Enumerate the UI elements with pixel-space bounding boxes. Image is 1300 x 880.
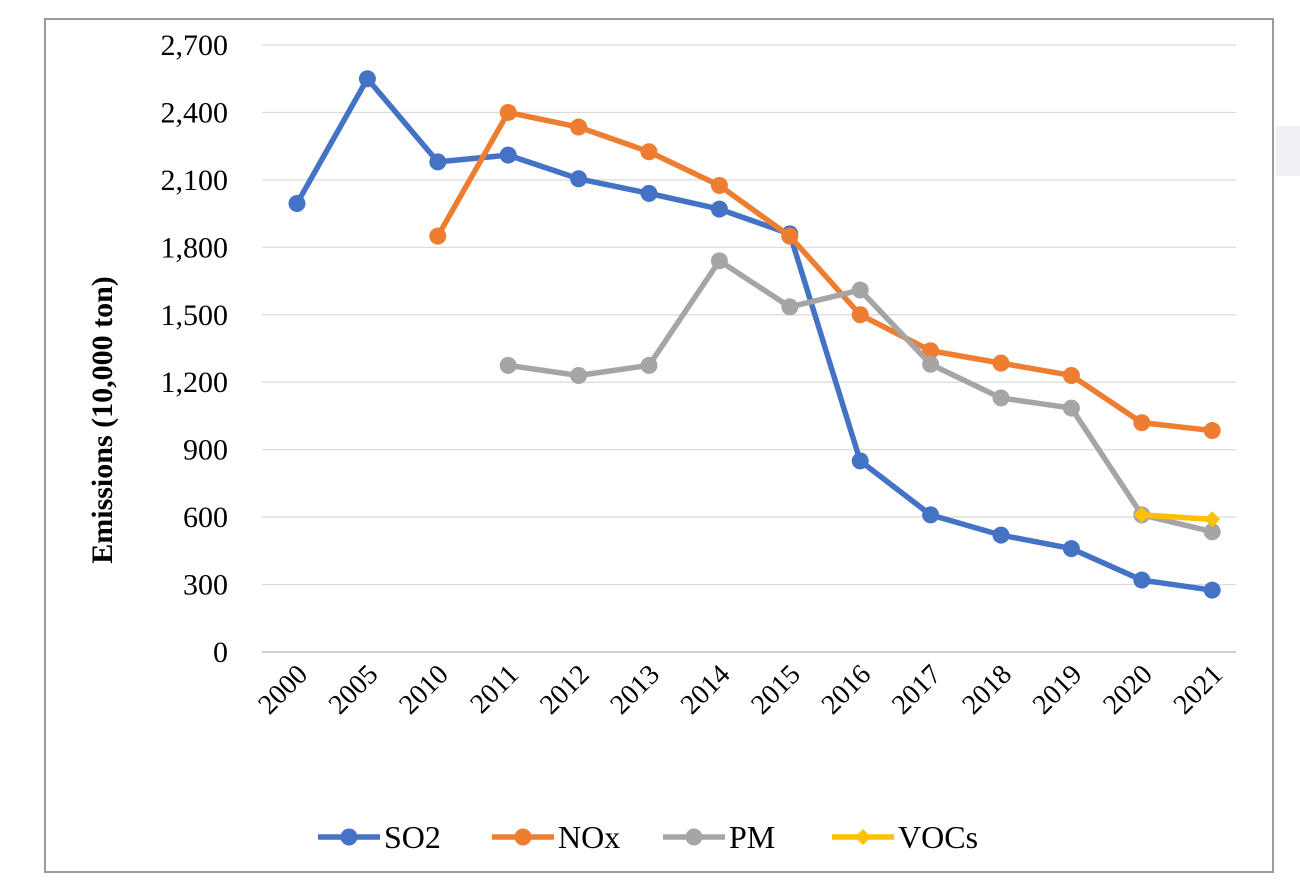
data-point bbox=[992, 389, 1010, 407]
y-axis-ticks: 0 300 600 900 1,200 1,500 1,800 2,100 2,400 2,700 bbox=[161, 29, 229, 669]
y-tick-label: 1,800 bbox=[161, 231, 229, 264]
y-tick-label: 2,100 bbox=[161, 164, 229, 197]
data-point bbox=[1133, 571, 1151, 589]
legend-marker bbox=[514, 828, 532, 846]
y-tick-label: 600 bbox=[183, 501, 228, 534]
data-point bbox=[1133, 506, 1150, 523]
data-point bbox=[781, 227, 799, 245]
legend-label: SO2 bbox=[384, 819, 441, 855]
data-point bbox=[358, 70, 376, 88]
data-point bbox=[922, 506, 940, 524]
chart-frame bbox=[44, 18, 1274, 873]
y-tick-label: 0 bbox=[213, 636, 228, 669]
x-tick-label: 2018 bbox=[956, 659, 1018, 721]
y-tick-label: 1,200 bbox=[161, 366, 229, 399]
data-point bbox=[710, 200, 728, 218]
legend-marker bbox=[855, 829, 871, 845]
data-point bbox=[429, 227, 447, 245]
data-point bbox=[570, 170, 588, 188]
data-point bbox=[992, 526, 1010, 544]
data-point bbox=[851, 281, 869, 299]
x-tick-label: 2011 bbox=[464, 659, 525, 720]
x-axis-ticks: 2000 2005 2010 2011 2012 2013 2014 2015 2016 2017… bbox=[252, 659, 1229, 721]
x-tick-label: 2020 bbox=[1097, 659, 1159, 721]
data-point bbox=[710, 252, 728, 270]
series-line bbox=[1139, 512, 1215, 523]
series-pm bbox=[499, 252, 1221, 541]
data-point bbox=[1062, 366, 1080, 384]
data-point bbox=[570, 118, 588, 136]
data-point bbox=[1133, 414, 1151, 432]
x-tick-label: 2014 bbox=[675, 659, 737, 721]
data-point bbox=[640, 356, 658, 374]
data-point bbox=[640, 143, 658, 161]
y-tick-label: 2,700 bbox=[161, 29, 229, 62]
y-tick-label: 300 bbox=[183, 569, 228, 602]
series-so2 bbox=[288, 70, 1221, 599]
data-point bbox=[922, 342, 940, 360]
x-tick-label: 2005 bbox=[323, 659, 385, 721]
data-point bbox=[851, 452, 869, 470]
data-point bbox=[1204, 511, 1221, 528]
x-tick-label: 2019 bbox=[1027, 659, 1089, 721]
data-point bbox=[499, 356, 517, 374]
data-point bbox=[570, 366, 588, 384]
data-point bbox=[288, 194, 306, 212]
legend-marker bbox=[685, 828, 703, 846]
data-point bbox=[1062, 399, 1080, 417]
legend-label: NOx bbox=[558, 819, 620, 855]
x-tick-label: 2012 bbox=[534, 659, 596, 721]
series-line bbox=[435, 109, 1215, 434]
series-vocs bbox=[1133, 506, 1221, 528]
data-point bbox=[710, 177, 728, 195]
data-point bbox=[992, 354, 1010, 372]
series-nox bbox=[429, 103, 1221, 440]
data-point bbox=[640, 184, 658, 202]
x-tick-label: 2000 bbox=[252, 659, 314, 721]
x-tick-label: 2021 bbox=[1168, 659, 1230, 721]
legend-marker bbox=[340, 828, 358, 846]
y-tick-label: 1,500 bbox=[161, 299, 229, 332]
data-point bbox=[1203, 422, 1221, 440]
x-tick-label: 2017 bbox=[886, 659, 948, 721]
legend-item-nox: NOx bbox=[492, 819, 620, 855]
legend-label: PM bbox=[729, 819, 775, 855]
legend: SO2 NOx PM VOCs bbox=[318, 819, 978, 855]
x-tick-label: 2013 bbox=[604, 659, 666, 721]
legend-item-vocs: VOCs bbox=[832, 819, 978, 855]
x-tick-label: 2016 bbox=[816, 659, 878, 721]
data-point bbox=[781, 298, 799, 316]
series-line bbox=[294, 75, 1215, 593]
data-point bbox=[1203, 523, 1221, 541]
data-point bbox=[1062, 540, 1080, 558]
data-point bbox=[922, 355, 940, 373]
data-point bbox=[1203, 581, 1221, 599]
data-point bbox=[851, 306, 869, 324]
series-lines bbox=[288, 70, 1221, 599]
y-tick-label: 900 bbox=[183, 434, 228, 467]
y-axis-label: Emissions (10,000 ton) bbox=[86, 276, 119, 564]
legend-label: VOCs bbox=[898, 819, 978, 855]
y-tick-label: 2,400 bbox=[161, 96, 229, 129]
data-point bbox=[499, 103, 517, 121]
legend-item-so2: SO2 bbox=[318, 819, 441, 855]
data-point bbox=[499, 146, 517, 164]
legend-item-pm: PM bbox=[663, 819, 775, 855]
x-tick-label: 2015 bbox=[745, 659, 807, 721]
side-panel-edge bbox=[1276, 126, 1300, 176]
data-point bbox=[429, 153, 447, 171]
x-tick-label: 2010 bbox=[393, 659, 455, 721]
